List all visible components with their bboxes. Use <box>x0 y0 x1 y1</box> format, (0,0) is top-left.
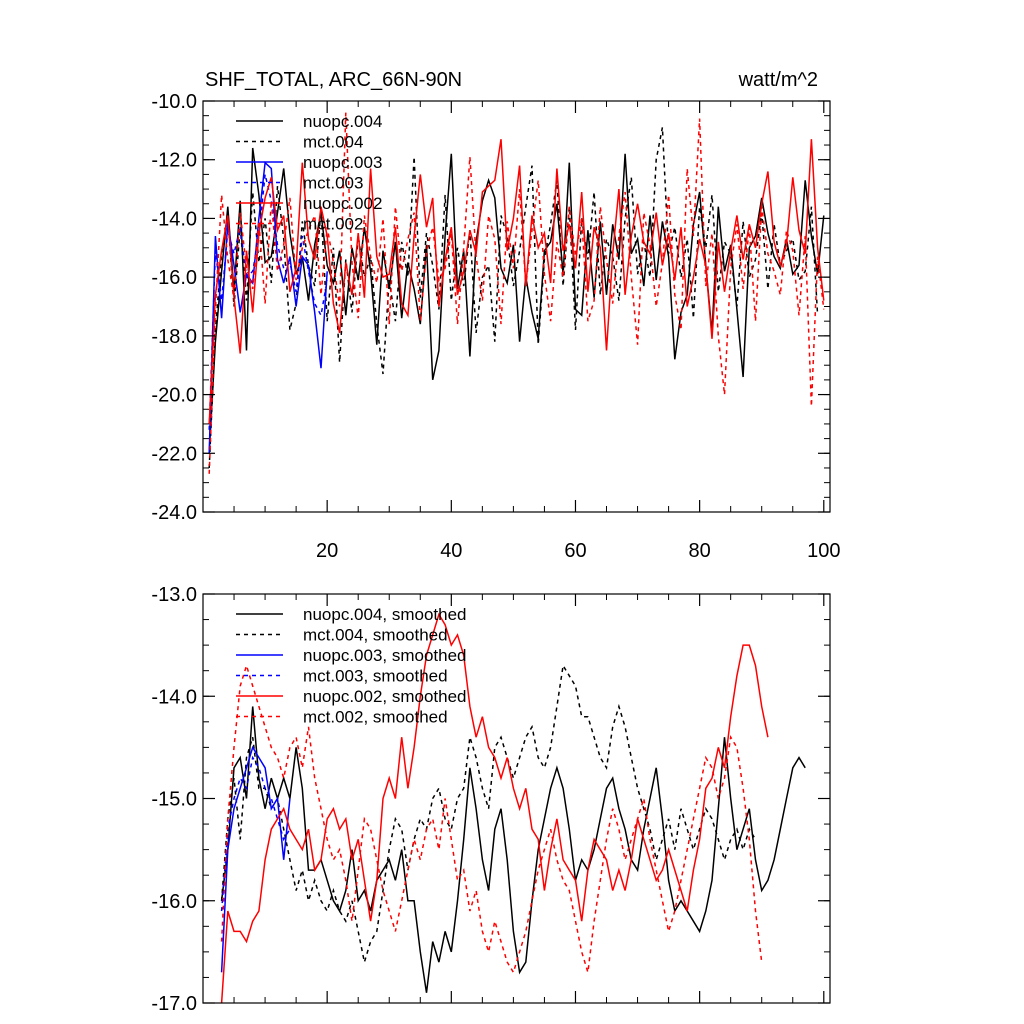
y-tick-label: -22.0 <box>151 443 197 465</box>
legend-label: nuopc.004 <box>303 112 382 131</box>
y-tick-label: -20.0 <box>151 385 197 407</box>
bottom-panel: -17.0 -16.0 -15.0 -14.0 -13.0 nuopc.004, smoo… <box>151 584 831 1015</box>
series-line-mct-002 <box>208 112 825 474</box>
x-tick-label: 100 <box>807 540 840 562</box>
y-tick-label: -12.0 <box>151 150 197 172</box>
series-line-nuopc-002-smoothed <box>220 612 769 1003</box>
legend-label: nuopc.002 <box>303 194 382 213</box>
x-tick-label: 40 <box>440 540 462 562</box>
chart-title: SHF_TOTAL, ARC_66N-90N <box>205 69 462 91</box>
legend-label: mct.003 <box>303 174 363 193</box>
series-line-mct-004-smoothed <box>220 663 757 963</box>
y-tick-label: -13.0 <box>151 584 197 606</box>
legend-label: mct.004 <box>303 133 363 152</box>
series-line-nuopc-004 <box>208 147 825 454</box>
y-tick-label: -17.0 <box>151 993 197 1015</box>
series-line-mct-004 <box>208 127 819 469</box>
y-tick-label: -14.0 <box>151 686 197 708</box>
series-line-mct-003-smoothed <box>220 755 291 912</box>
legend-label: nuopc.003, smoothed <box>303 646 467 665</box>
legend-label: mct.002 <box>303 215 363 234</box>
y-tick-label: -18.0 <box>151 326 197 348</box>
legend-label: mct.002, smoothed <box>303 708 448 727</box>
y-tick-label: -14.0 <box>151 208 197 230</box>
y-tick-label: -16.0 <box>151 891 197 913</box>
legend-label: nuopc.003 <box>303 153 382 172</box>
series-line-nuopc-003-smoothed <box>220 745 291 973</box>
series-line-nuopc-002 <box>208 139 825 424</box>
y-tick-label: -24.0 <box>151 502 197 524</box>
legend-label: nuopc.004, smoothed <box>303 605 467 624</box>
x-tick-label: 20 <box>316 540 338 562</box>
units-label: watt/m^2 <box>738 69 818 91</box>
series-group <box>220 612 806 1003</box>
x-tick-label: 60 <box>564 540 586 562</box>
series-line-mct-002-smoothed <box>220 663 763 975</box>
y-tick-label: -10.0 <box>151 91 197 113</box>
legend-label: mct.004, smoothed <box>303 626 448 645</box>
x-tick-label: 80 <box>689 540 711 562</box>
legend-label: nuopc.002, smoothed <box>303 687 467 706</box>
y-tick-label: -15.0 <box>151 789 197 811</box>
y-tick-label: -16.0 <box>151 267 197 289</box>
series-group <box>208 112 825 474</box>
top-panel: -24.0 -22.0 -20.0 -18.0 -16.0 -14.0 -12.0 -10.0… <box>151 91 840 562</box>
legend-label: mct.003, smoothed <box>303 667 448 686</box>
